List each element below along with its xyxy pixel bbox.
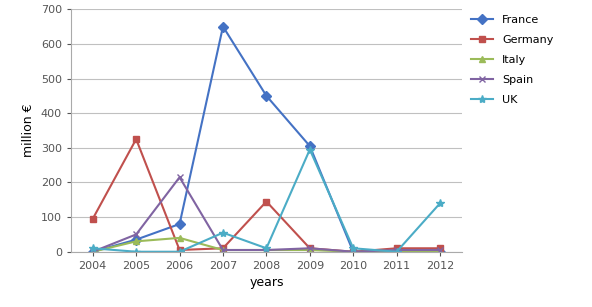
France xyxy=(89,250,96,254)
Italy xyxy=(306,248,313,252)
France xyxy=(350,250,357,254)
Italy xyxy=(89,250,96,254)
France xyxy=(220,25,227,28)
Line: France: France xyxy=(89,23,443,255)
Germany xyxy=(176,248,183,252)
Spain xyxy=(220,248,227,252)
UK xyxy=(220,231,227,235)
Germany xyxy=(350,250,357,254)
Italy xyxy=(133,239,140,243)
Spain xyxy=(393,248,400,252)
France xyxy=(263,94,270,98)
France xyxy=(436,250,443,254)
Germany xyxy=(306,247,313,250)
Spain xyxy=(89,250,96,254)
UK xyxy=(263,247,270,250)
France xyxy=(306,144,313,148)
X-axis label: years: years xyxy=(249,276,284,289)
Germany xyxy=(263,200,270,203)
Italy xyxy=(436,250,443,254)
Spain xyxy=(133,233,140,236)
UK xyxy=(436,201,443,205)
UK xyxy=(350,247,357,250)
Line: Spain: Spain xyxy=(89,174,443,255)
Spain xyxy=(263,248,270,252)
Spain xyxy=(350,250,357,254)
Italy xyxy=(393,250,400,254)
Germany xyxy=(220,247,227,250)
UK xyxy=(393,250,400,254)
UK xyxy=(133,250,140,254)
France xyxy=(393,250,400,254)
Italy xyxy=(176,236,183,240)
Germany xyxy=(89,217,96,221)
UK xyxy=(176,250,183,254)
France xyxy=(176,222,183,226)
UK xyxy=(89,247,96,250)
Germany xyxy=(133,137,140,141)
France xyxy=(133,238,140,242)
Germany xyxy=(393,247,400,250)
Spain xyxy=(436,248,443,252)
Italy xyxy=(220,248,227,252)
Line: Germany: Germany xyxy=(89,136,443,255)
Italy xyxy=(263,248,270,252)
Y-axis label: million €: million € xyxy=(22,104,36,157)
Germany xyxy=(436,247,443,250)
UK xyxy=(306,148,313,151)
Italy xyxy=(350,250,357,254)
Line: Italy: Italy xyxy=(89,235,443,255)
Legend: France, Germany, Italy, Spain, UK: France, Germany, Italy, Spain, UK xyxy=(471,15,554,105)
Spain xyxy=(176,175,183,179)
Spain xyxy=(306,247,313,250)
Line: UK: UK xyxy=(89,145,444,256)
